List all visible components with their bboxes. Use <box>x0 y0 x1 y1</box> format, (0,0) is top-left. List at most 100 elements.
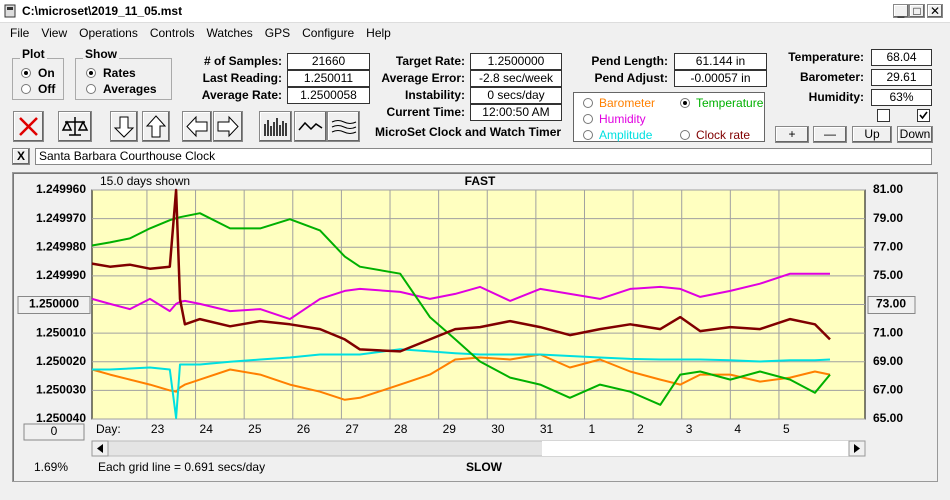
menu-item[interactable]: View <box>41 26 68 40</box>
show-group <box>75 58 172 100</box>
bars-button[interactable] <box>259 111 292 142</box>
y-tick-label: 1.249990 <box>36 268 86 282</box>
group-title: Plot <box>20 47 47 61</box>
radio[interactable] <box>86 68 96 78</box>
field-value: 21660 <box>287 53 370 70</box>
left-button[interactable] <box>182 111 212 142</box>
tick-button[interactable] <box>17 296 91 314</box>
days-note: 15.0 days shown <box>100 174 190 188</box>
y2-tick-label: 79.00 <box>873 211 903 225</box>
y2-tick-label: 65.00 <box>873 411 903 425</box>
lines-button[interactable] <box>327 111 360 142</box>
minimize-button[interactable]: _ <box>893 4 909 18</box>
radio-label: On <box>38 66 55 80</box>
maximize-button[interactable]: □ <box>909 4 925 18</box>
field-label: Pend Length: <box>591 54 668 68</box>
right-button[interactable] <box>213 111 243 142</box>
clear-button[interactable]: X <box>12 148 30 165</box>
up-button[interactable] <box>142 111 170 142</box>
field-label: Pend Adjust: <box>594 71 668 85</box>
field-value: 1.2500000 <box>470 53 562 70</box>
clock-name-field[interactable]: Santa Barbara Courthouse Clock <box>35 148 932 165</box>
app-icon <box>4 4 16 18</box>
y-tick-label: 1.249980 <box>36 239 86 253</box>
field-value: 68.04 <box>871 49 932 66</box>
radio[interactable] <box>21 68 31 78</box>
x-tick-label: 1 <box>588 422 595 436</box>
x-tick-label: 30 <box>491 422 505 436</box>
arrow <box>854 444 860 453</box>
legend-entry[interactable]: Temperature <box>696 96 764 110</box>
legend-radio[interactable] <box>583 98 593 108</box>
control-button[interactable]: + <box>775 126 809 143</box>
chart-panel <box>12 172 938 482</box>
field-value: 12:00:50 AM <box>470 104 562 121</box>
series-line <box>92 348 831 419</box>
legend-entry[interactable]: Humidity <box>599 112 646 126</box>
y2-tick-label: 69.00 <box>873 354 903 368</box>
x-tick-label: 4 <box>734 422 741 436</box>
reset-button[interactable] <box>23 423 85 441</box>
radio[interactable] <box>86 84 96 94</box>
legend-entry[interactable]: Amplitude <box>599 128 653 142</box>
radio-label: Rates <box>103 66 136 80</box>
field-label: Average Rate: <box>201 88 282 102</box>
menu-item[interactable]: Configure <box>302 26 355 40</box>
checkbox[interactable] <box>877 109 890 122</box>
scrollbar-thumb[interactable] <box>542 441 849 456</box>
control-button[interactable]: Down <box>897 126 933 143</box>
checkbox[interactable] <box>917 109 930 122</box>
field-label: Temperature: <box>788 50 864 64</box>
field-label: Barometer: <box>799 70 864 84</box>
field-label: Target Rate: <box>395 54 465 68</box>
tick-button[interactable] <box>867 296 916 314</box>
arrow <box>97 444 103 453</box>
balance-button[interactable] <box>58 111 92 142</box>
y2-tick-label: 81.00 <box>873 182 903 196</box>
x-tick-label: 26 <box>297 422 311 436</box>
window-title: C:\microset\2019_11_05.mst <box>22 4 183 18</box>
field-value: 1.2500058 <box>287 87 370 104</box>
legend-entry[interactable]: Barometer <box>599 96 656 110</box>
field-label: # of Samples: <box>203 54 282 68</box>
radio[interactable] <box>21 84 31 94</box>
x-tick-label: 5 <box>783 422 790 436</box>
legend-radio[interactable] <box>680 130 690 140</box>
field-value: 0 secs/day <box>470 87 562 104</box>
menu-item[interactable]: Watches <box>206 26 253 40</box>
y-tick-label: 1.250020 <box>36 354 86 368</box>
field-value: -0.00057 in <box>674 70 767 87</box>
y2-tick-label: 77.00 <box>873 239 903 253</box>
app-title: MicroSet Clock and Watch Timer <box>375 125 562 139</box>
field-label: Humidity: <box>808 90 864 104</box>
menu-item[interactable]: Help <box>366 26 391 40</box>
legend-radio[interactable] <box>583 114 593 124</box>
menu-item[interactable]: Controls <box>149 26 195 40</box>
menu-item[interactable]: File <box>10 26 30 40</box>
delete-button[interactable] <box>13 111 44 142</box>
legend-radio[interactable] <box>583 130 593 140</box>
grid-note: Each grid line = 0.691 secs/day <box>98 460 265 474</box>
radio-label: Off <box>38 82 56 96</box>
legend-radio[interactable] <box>680 98 690 108</box>
menu-bar: File View Operations Controls Watches GPS Conf… <box>4 24 397 42</box>
y2-tick-label: 67.00 <box>873 383 903 397</box>
menu-item[interactable]: Operations <box>79 26 138 40</box>
close-button[interactable]: ✕ <box>927 4 943 18</box>
x-axis-label: Day: <box>96 422 121 436</box>
wave-button[interactable] <box>294 111 327 142</box>
y-tick-label: 1.249970 <box>36 211 86 225</box>
legend-box <box>573 92 765 142</box>
x-tick-label: 23 <box>151 422 165 436</box>
legend-entry[interactable]: Clock rate <box>696 128 751 142</box>
x-tick-label: 27 <box>345 422 359 436</box>
field-label: Average Error: <box>381 71 465 85</box>
x-tick-label: 31 <box>540 422 554 436</box>
control-button[interactable]: — <box>813 126 847 143</box>
title-bar: C:\microset\2019_11_05.mst _ □ ✕ <box>0 0 950 23</box>
menu-item[interactable]: GPS <box>264 26 291 40</box>
y-tick-label: 1.250040 <box>36 411 86 425</box>
y-tick-label: 1.250000 <box>29 297 79 311</box>
control-button[interactable]: Up <box>852 126 892 143</box>
down-button[interactable] <box>110 111 138 142</box>
